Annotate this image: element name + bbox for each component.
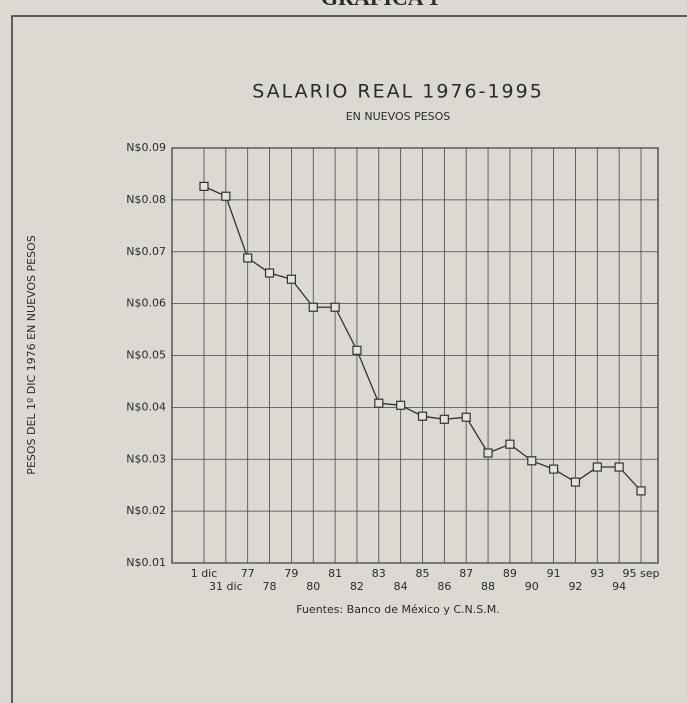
point [548, 464, 559, 474]
x-tick-label: 83 [372, 567, 386, 580]
point [461, 412, 471, 422]
point [221, 191, 231, 201]
x-tick-label: 31 dic [209, 580, 243, 593]
x-tick-label: 91 [547, 567, 561, 580]
point [483, 448, 493, 458]
y-tick-label: N$0.09 [126, 141, 166, 154]
x-tick-label: 80 [306, 580, 320, 593]
point [264, 268, 275, 278]
y-tick-label: N$0.02 [126, 504, 166, 517]
x-tick-label: 1 dic [191, 567, 218, 580]
y-tick-label: N$0.01 [126, 556, 166, 569]
y-tick-label: N$0.04 [126, 400, 166, 413]
x-tick-label: 94 [612, 580, 626, 593]
x-tick-label: 90 [525, 580, 539, 593]
x-tick-label: 86 [437, 580, 451, 593]
source: Fuentes: Banco de México y C.N.S.M. [296, 603, 500, 616]
point [439, 414, 449, 424]
point [308, 302, 318, 312]
y-tick-label: N$0.06 [126, 297, 166, 310]
x-tick-label: 78 [263, 580, 277, 593]
point [527, 456, 537, 466]
y-axis-label: PESOS DEL 1º DIC 1976 EN NUEVOS PESOS [25, 235, 38, 474]
point [374, 398, 384, 408]
point [592, 462, 602, 472]
x-tick-label: 92 [568, 580, 582, 593]
point [199, 181, 209, 191]
y-tick-label: N$0.08 [126, 193, 166, 206]
x-tick-label: 85 [416, 567, 430, 580]
x-tick-label: 77 [241, 567, 255, 580]
x-tick-label: 88 [481, 580, 495, 593]
y-tick-label: N$0.07 [126, 245, 166, 258]
x-tick-label: 79 [284, 567, 298, 580]
chart-subtitle: EN NUEVOS PESOS [346, 110, 451, 123]
y-tick-label: N$0.03 [126, 452, 166, 465]
x-tick-label: 81 [328, 567, 342, 580]
x-tick-label: 93 [590, 567, 604, 580]
x-tick-label: 82 [350, 580, 364, 593]
point [286, 274, 296, 284]
point [417, 411, 428, 421]
point [352, 345, 362, 355]
y-tick-label: N$0.05 [126, 349, 166, 362]
chart-title: SALARIO REAL 1976-1995 [252, 81, 544, 103]
point [243, 253, 253, 263]
x-tick-label: 87 [459, 567, 473, 580]
point [396, 400, 406, 410]
page-heading: GRAFICA 1 [321, 0, 439, 10]
frame [11, 15, 687, 703]
point [505, 439, 515, 449]
point [614, 462, 624, 472]
point [570, 477, 581, 487]
point [636, 486, 646, 496]
x-tick-label: 89 [503, 567, 517, 580]
point [330, 302, 340, 312]
x-tick-label: 95 sep [623, 567, 660, 580]
x-tick-label: 84 [394, 580, 408, 593]
